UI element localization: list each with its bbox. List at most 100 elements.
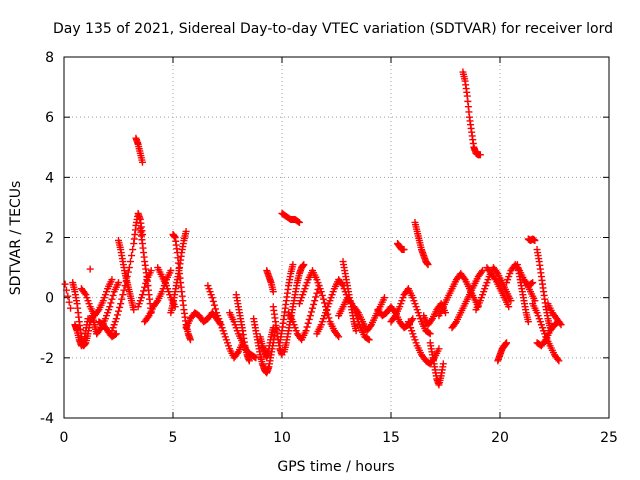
data-point — [505, 303, 513, 311]
data-point — [477, 268, 485, 276]
data-point — [62, 286, 70, 294]
data-point — [424, 261, 432, 269]
data-point — [126, 258, 134, 266]
data-point — [124, 268, 132, 276]
data-point — [115, 307, 122, 315]
y-tick-label: 6 — [45, 110, 54, 126]
data-point — [128, 252, 136, 260]
data-point — [352, 327, 360, 335]
data-point — [306, 312, 314, 320]
data-point — [311, 297, 319, 305]
data-point — [208, 294, 216, 302]
data-points — [61, 68, 565, 389]
y-tick-label: 2 — [45, 231, 54, 247]
data-point — [491, 274, 499, 282]
data-point — [115, 279, 122, 287]
data-point — [556, 319, 564, 327]
data-point — [289, 261, 297, 269]
data-point — [442, 309, 449, 317]
data-point — [113, 311, 121, 319]
data-point — [106, 303, 114, 311]
data-point — [147, 267, 155, 275]
data-point — [61, 280, 69, 288]
data-point — [210, 301, 218, 309]
grid-lines — [64, 57, 609, 418]
x-tick-label: 25 — [600, 430, 618, 446]
data-point — [269, 288, 277, 296]
data-point — [96, 325, 104, 333]
data-point — [120, 286, 128, 294]
data-point — [109, 291, 117, 299]
data-point — [460, 274, 468, 282]
data-point — [476, 151, 484, 159]
data-point — [182, 227, 190, 235]
data-point — [112, 315, 120, 323]
data-point — [555, 357, 563, 365]
chart-title: Day 135 of 2021, Sidereal Day-to-day VTE… — [53, 21, 613, 37]
data-point — [313, 289, 321, 297]
data-point — [310, 300, 318, 308]
data-point — [233, 349, 241, 357]
data-point — [557, 321, 565, 329]
y-tick-label: 4 — [45, 170, 54, 186]
data-point — [251, 353, 259, 361]
data-point — [325, 314, 333, 322]
data-point — [252, 354, 260, 362]
data-point — [108, 295, 116, 303]
data-point — [209, 297, 217, 305]
data-point — [426, 330, 434, 338]
x-tick-label: 5 — [169, 430, 178, 446]
data-point — [529, 279, 537, 287]
data-point — [67, 304, 75, 312]
data-point — [317, 288, 325, 296]
data-point — [353, 307, 361, 315]
data-point — [81, 289, 89, 297]
data-point — [212, 305, 220, 313]
data-point — [365, 336, 373, 344]
data-point — [84, 315, 92, 323]
data-point — [300, 261, 308, 269]
data-point — [305, 315, 313, 323]
data-point — [554, 355, 562, 363]
data-point — [65, 298, 73, 306]
data-point — [524, 318, 532, 326]
data-point — [364, 335, 372, 343]
x-tick-label: 10 — [273, 430, 291, 446]
data-point — [439, 360, 447, 368]
data-point — [335, 333, 343, 341]
x-tick-label: 0 — [60, 430, 69, 446]
data-point — [141, 283, 149, 291]
data-point — [64, 292, 72, 300]
y-tick-label: -4 — [40, 411, 54, 427]
data-point — [111, 331, 119, 339]
data-point — [295, 218, 303, 226]
data-point — [435, 345, 443, 353]
data-point — [112, 330, 120, 338]
data-point — [366, 322, 374, 330]
data-point — [138, 158, 146, 166]
data-point — [117, 300, 125, 308]
data-point — [319, 295, 327, 303]
data-point — [408, 316, 416, 324]
data-point — [380, 294, 388, 302]
data-point — [108, 276, 116, 284]
data-point — [118, 295, 126, 303]
data-point — [303, 323, 311, 331]
data-point — [541, 337, 549, 345]
data-point — [503, 339, 511, 347]
data-point — [528, 279, 536, 287]
data-point — [107, 299, 115, 307]
data-point — [94, 307, 102, 315]
data-point — [129, 246, 137, 254]
data-point — [304, 319, 312, 327]
data-point — [307, 308, 315, 316]
data-point — [302, 327, 310, 335]
data-point — [130, 306, 138, 314]
data-point — [186, 336, 194, 344]
data-point — [318, 291, 326, 299]
data-point — [479, 267, 487, 275]
data-point — [409, 315, 417, 323]
data-point — [425, 329, 433, 337]
data-point — [86, 265, 94, 273]
